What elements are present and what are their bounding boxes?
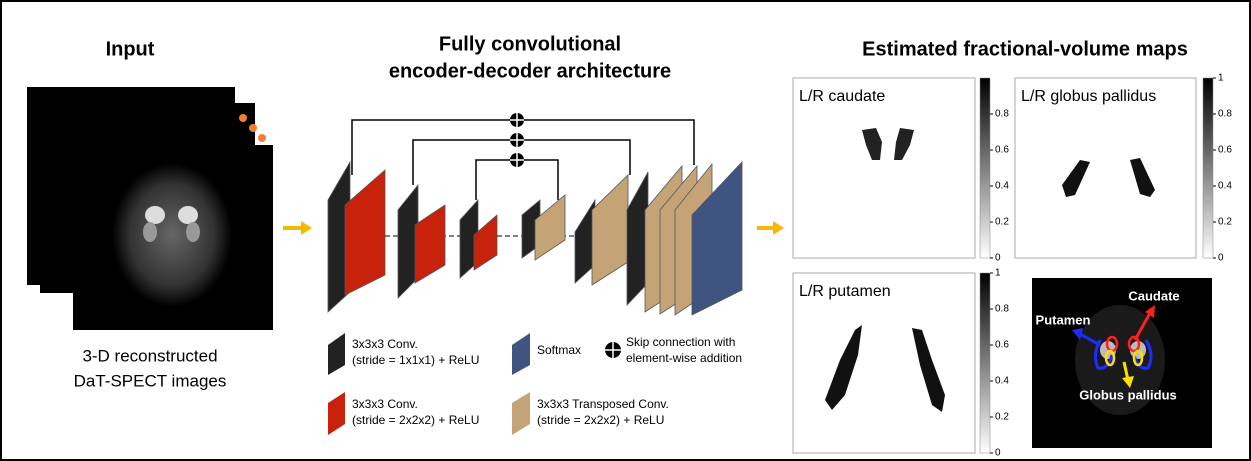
legend-swatch: [512, 333, 530, 375]
colorbar-tick-label: 0.4: [1218, 181, 1232, 192]
legend-label: Skip connection with: [626, 335, 735, 349]
colorbar-tick-label: 0: [1218, 253, 1224, 264]
overlay-label: Putamen: [1036, 312, 1091, 327]
colorbar-tick-label: 0.6: [995, 145, 1009, 156]
colorbar-tick-label: 0.4: [995, 181, 1009, 192]
arch-title: Fully convolutional: [439, 33, 621, 55]
colorbar-tick-label: 0.6: [1218, 145, 1232, 156]
legend-label: 3x3x3 Conv.: [352, 337, 418, 351]
arrow-head: [301, 221, 312, 235]
input-caption: DaT-SPECT images: [74, 371, 227, 390]
colorbar-tick-label: 0.8: [995, 304, 1009, 315]
colorbar-tick-label: 0.4: [995, 376, 1009, 387]
input-title: Input: [106, 38, 155, 60]
overlay-label: Caudate: [1128, 288, 1179, 303]
legend-label: 3x3x3 Conv.: [352, 397, 418, 411]
colorbars: [979, 77, 1214, 454]
legend-label: (stride = 2x2x2) + ReLU: [537, 413, 664, 427]
panel-label: L/R caudate: [799, 88, 885, 105]
add-symbols: [510, 113, 524, 167]
colorbar-tick-label: 0: [995, 253, 1001, 264]
colorbar-tick-label: 0.2: [995, 217, 1009, 228]
panel-label: L/R globus pallidus: [1021, 88, 1156, 105]
map-panels: [792, 77, 1197, 454]
layers: [327, 160, 743, 316]
colorbar-tick-label: 0.8: [1218, 109, 1232, 120]
colorbar-tick-label: 1: [995, 268, 1001, 279]
input-stack: [27, 87, 273, 330]
arrow-head: [773, 221, 784, 235]
legend-swatch: [328, 392, 345, 435]
legend-label: (stride = 2x2x2) + ReLU: [352, 413, 479, 427]
legend-symbol: [605, 342, 621, 358]
legend-label: 3x3x3 Transposed Conv.: [537, 397, 669, 411]
input-caption: 3-D reconstructed: [82, 346, 217, 365]
legend-label: (stride = 1x1x1) + ReLU: [352, 353, 479, 367]
legend-label: Softmax: [537, 343, 581, 357]
colorbar-tick-label: 0.8: [995, 109, 1009, 120]
legend-swatch: [328, 333, 345, 375]
legend-swatch: [512, 392, 530, 435]
arch-title: encoder-decoder architecture: [389, 60, 671, 82]
colorbar-tick-label: 0.2: [995, 412, 1009, 423]
overlay-drawing: [1072, 305, 1165, 415]
panel-label: L/R putamen: [799, 283, 891, 300]
legend-label: element-wise addition: [626, 351, 742, 365]
structure-maps: [825, 128, 1155, 412]
maps-title: Estimated fractional-volume maps: [862, 38, 1188, 60]
colorbar-tick-label: 1: [1218, 73, 1224, 84]
overlay-label: Globus pallidus: [1079, 387, 1177, 402]
colorbar-tick-label: 0.6: [995, 340, 1009, 351]
colorbar-tick-label: 0: [995, 448, 1001, 459]
colorbar-tick-label: 0.2: [1218, 217, 1232, 228]
